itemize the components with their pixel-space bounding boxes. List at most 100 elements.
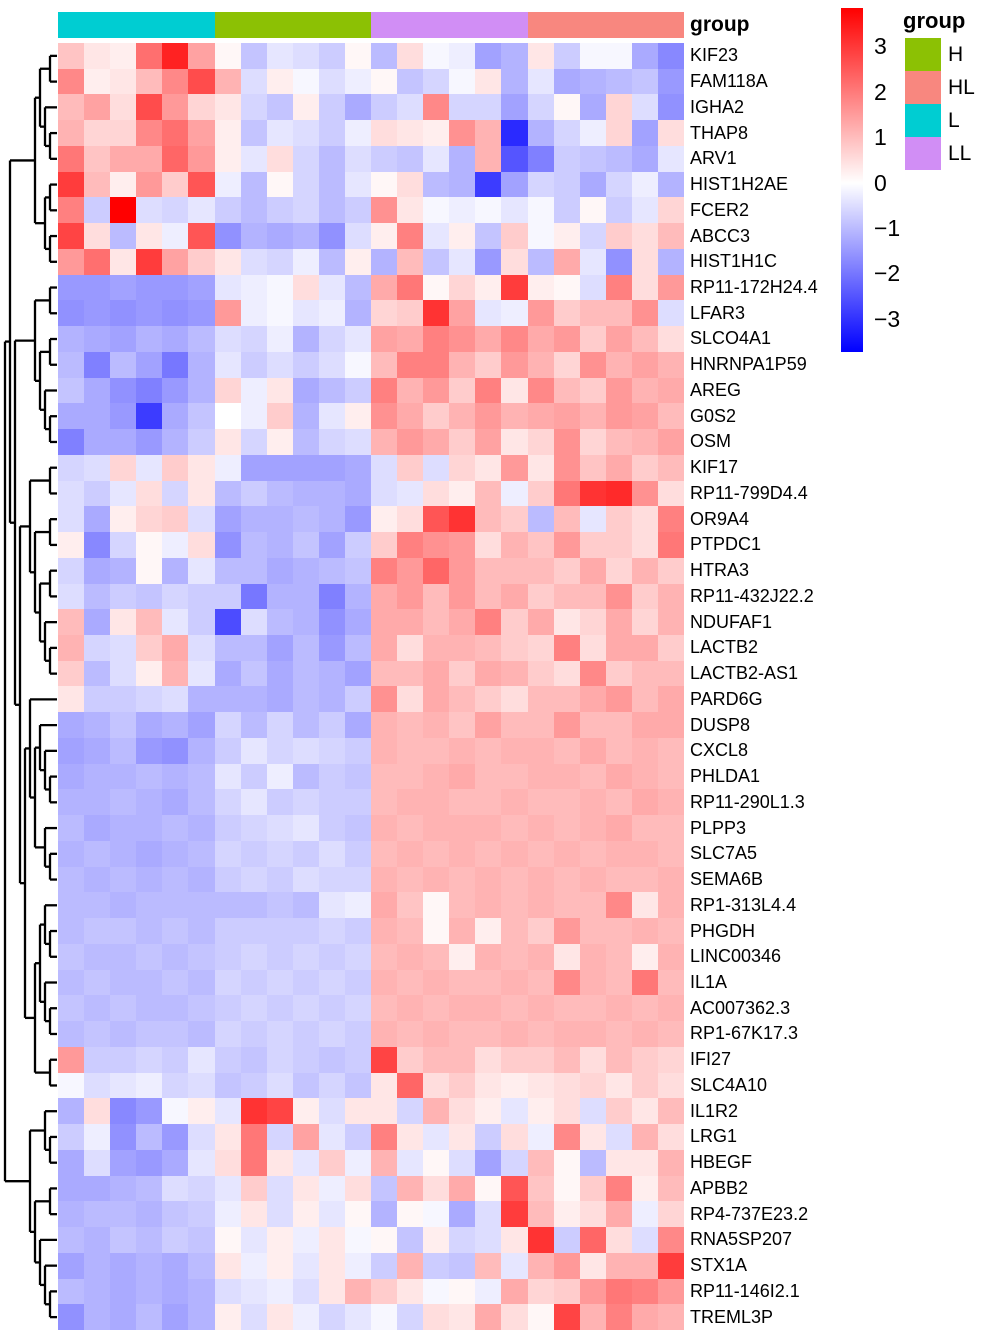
- heatmap-cell: [188, 43, 215, 69]
- heatmap-cell: [84, 635, 111, 661]
- heatmap-cell: [240, 429, 267, 455]
- heatmap-cell: [110, 326, 137, 352]
- heatmap-cell: [58, 1098, 85, 1125]
- heatmap-cell: [162, 145, 189, 172]
- heatmap-cell: [84, 1072, 111, 1099]
- legend-swatch-LL: [905, 137, 941, 170]
- heatmap-cell: [240, 686, 267, 713]
- heatmap-cell: [136, 506, 163, 533]
- heatmap-cell: [344, 1304, 371, 1330]
- heatmap-cell: [553, 120, 580, 146]
- heatmap-cell: [501, 223, 528, 249]
- heatmap-cell: [344, 1175, 371, 1202]
- gene-label: ARV1: [690, 148, 737, 169]
- heatmap-cell: [475, 815, 502, 841]
- heatmap-cell: [214, 454, 241, 481]
- heatmap-cell: [214, 403, 241, 430]
- heatmap-cell: [214, 763, 241, 790]
- heatmap-cell: [475, 506, 502, 533]
- heatmap-cell: [240, 866, 267, 893]
- heatmap-cell: [553, 454, 580, 481]
- gene-label: PTPDC1: [690, 534, 762, 555]
- heatmap-cell: [344, 1227, 371, 1253]
- heatmap-cell: [188, 377, 215, 404]
- heatmap-cell: [501, 892, 528, 919]
- heatmap-cell: [475, 995, 502, 1022]
- heatmap-cell: [449, 840, 476, 867]
- heatmap-cell: [605, 763, 632, 790]
- heatmap-cell: [449, 557, 476, 584]
- heatmap-cell: [475, 403, 502, 430]
- heatmap-cell: [110, 1098, 137, 1125]
- heatmap-cell: [84, 1201, 111, 1228]
- heatmap-cell: [605, 1046, 632, 1073]
- heatmap-cell: [501, 686, 528, 713]
- heatmap-cell: [657, 943, 684, 970]
- heatmap-cell: [605, 840, 632, 867]
- heatmap-cell: [240, 1072, 267, 1099]
- heatmap-cell: [214, 686, 241, 713]
- gene-label: RP11-172H24.4: [690, 277, 818, 298]
- heatmap-cell: [527, 995, 554, 1022]
- heatmap-cell: [449, 429, 476, 455]
- heatmap-cell: [84, 1098, 111, 1125]
- heatmap-cell: [240, 197, 267, 224]
- heatmap-cell: [162, 120, 189, 146]
- heatmap-cell: [527, 506, 554, 533]
- heatmap-cell: [423, 248, 450, 275]
- heatmap-cell: [475, 943, 502, 970]
- colorbar-tick-label: 0: [874, 169, 887, 196]
- heatmap-cell: [371, 326, 398, 352]
- heatmap-cell: [344, 1098, 371, 1125]
- heatmap-cell: [266, 969, 293, 996]
- heatmap-cell: [423, 712, 450, 738]
- heatmap-cell: [631, 1278, 658, 1305]
- heatmap-cell: [214, 326, 241, 352]
- heatmap-cell: [501, 197, 528, 224]
- heatmap-cell: [527, 223, 554, 249]
- heatmap-cell: [266, 943, 293, 970]
- heatmap-cell: [371, 1046, 398, 1073]
- heatmap-cell: [657, 351, 684, 378]
- gene-label: IL1A: [690, 971, 728, 992]
- heatmap-cell: [449, 995, 476, 1022]
- heatmap-cell: [292, 120, 319, 146]
- heatmap-cell: [318, 660, 345, 687]
- heatmap-cell: [292, 1201, 319, 1228]
- heatmap-cell: [136, 248, 163, 275]
- heatmap-cell: [475, 480, 502, 507]
- heatmap-cell: [553, 712, 580, 738]
- heatmap-cell: [397, 454, 424, 481]
- heatmap-cell: [501, 1201, 528, 1228]
- heatmap-cell: [188, 557, 215, 584]
- heatmap-cell: [292, 94, 319, 121]
- heatmap-cell: [657, 1098, 684, 1125]
- heatmap-cell: [344, 94, 371, 121]
- heatmap-cell: [423, 506, 450, 533]
- heatmap-cell: [136, 197, 163, 224]
- heatmap-cell: [423, 1278, 450, 1305]
- heatmap-cell: [188, 145, 215, 172]
- heatmap-cell: [292, 326, 319, 352]
- heatmap-cell: [423, 635, 450, 661]
- heatmap-cell: [84, 969, 111, 996]
- heatmap-cell: [553, 1072, 580, 1099]
- heatmap-cell: [292, 377, 319, 404]
- heatmap-cell: [657, 866, 684, 893]
- heatmap-cell: [501, 712, 528, 738]
- heatmap-cell: [527, 1021, 554, 1047]
- heatmap-cell: [423, 1175, 450, 1202]
- heatmap-cell: [188, 1201, 215, 1228]
- heatmap-cell: [475, 429, 502, 455]
- heatmap-cell: [449, 943, 476, 970]
- heatmap-cell: [84, 1278, 111, 1305]
- heatmap-cell: [162, 532, 189, 558]
- heatmap-cell: [292, 68, 319, 95]
- heatmap-cell: [475, 145, 502, 172]
- heatmap-cell: [657, 506, 684, 533]
- heatmap-cell: [266, 763, 293, 790]
- heatmap-cell: [318, 1046, 345, 1073]
- heatmap-cell: [136, 377, 163, 404]
- heatmap-cell: [527, 403, 554, 430]
- gene-label: LACTB2: [690, 637, 759, 658]
